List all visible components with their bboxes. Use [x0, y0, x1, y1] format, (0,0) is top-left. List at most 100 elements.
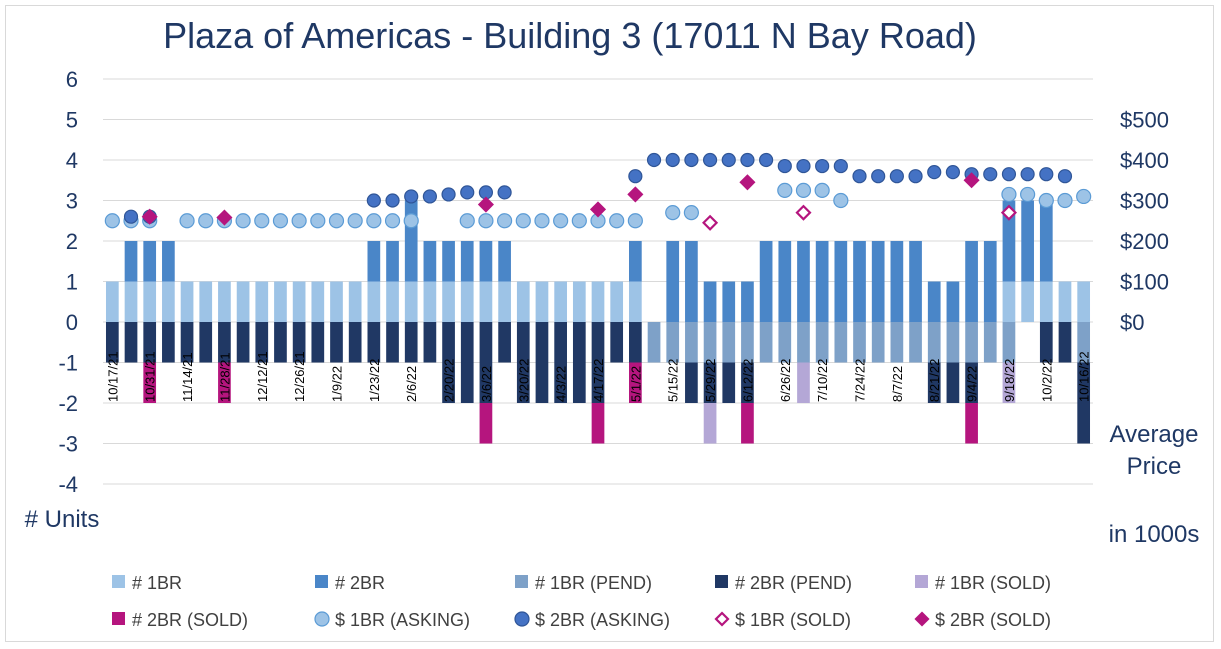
bar--1br — [292, 281, 306, 322]
bar--2br — [143, 241, 157, 282]
bar--1br-sold- — [1002, 362, 1016, 403]
marker--2br-asking- — [815, 158, 830, 174]
bar--1br — [1058, 281, 1072, 322]
bar--2br — [797, 241, 810, 322]
bar--2br — [983, 241, 997, 322]
bar--1br-pend- — [685, 322, 698, 363]
bar--1br — [236, 281, 250, 322]
left-axis-ticks: 6 5 4 3 2 1 0 -1 -2 -3 -4 — [58, 67, 78, 497]
bar--1br-pend- — [815, 322, 829, 363]
left-tick-label: 4 — [66, 148, 78, 173]
legend-label: # 2BR (SOLD) — [132, 610, 248, 630]
marker--1br-asking- — [515, 213, 531, 229]
x-tick-label: 12/12/21 — [255, 351, 270, 402]
bar--1br-pend- — [797, 322, 810, 363]
bar--1br-pend- — [853, 322, 866, 363]
marker--1br-sold- — [1000, 204, 1017, 221]
marker--1br-asking- — [347, 213, 363, 229]
legend-swatch--1br-sold- — [915, 575, 928, 588]
bar--2br — [460, 241, 474, 282]
bar--2br-pend- — [629, 322, 642, 363]
bar--1br-pend- — [647, 322, 661, 363]
marker--2br-asking- — [889, 169, 904, 184]
left-tick-label: -2 — [58, 391, 78, 416]
legend-swatch--2br-sold- — [914, 611, 930, 627]
marker--2br-asking- — [1001, 167, 1017, 182]
bar--2br-pend- — [311, 322, 325, 363]
bar--1br — [460, 281, 474, 322]
x-tick-label: 11/14/21 — [180, 352, 195, 402]
bar--1br-pend- — [1077, 322, 1091, 363]
right-tick-label: $500 — [1120, 108, 1169, 133]
right-axis-ticks: $500 $400 $300 $200 $100 $0 — [1120, 108, 1169, 336]
marker--2br-asking- — [852, 169, 867, 184]
bar--2br — [741, 281, 754, 322]
legend-swatch--1br-pend- — [515, 575, 528, 588]
marker--1br-asking- — [627, 213, 643, 229]
marker--2br-sold- — [141, 208, 158, 225]
marker--2br-asking- — [1020, 167, 1035, 182]
bar--2br — [1021, 200, 1034, 282]
marker--1br-asking- — [553, 213, 569, 229]
bar--1br — [404, 281, 418, 322]
bar--2br-pend- — [199, 322, 213, 363]
marker--2br-sold- — [477, 196, 494, 213]
x-tick-label: 5/15/22 — [666, 359, 681, 402]
bar--1br — [423, 281, 437, 322]
bar--2br-pend- — [143, 322, 157, 363]
bar--2br-pend- — [946, 362, 960, 403]
x-tick-label: 1/9/22 — [329, 366, 344, 402]
marker--1br-asking- — [1020, 186, 1036, 203]
marker--2br-asking- — [927, 165, 942, 180]
bar--1br-pend- — [703, 322, 717, 363]
marker--2br-asking- — [759, 152, 774, 168]
x-tick-label: 11/28/21 — [217, 352, 232, 402]
bar--2br — [927, 281, 941, 322]
bar--2br-pend- — [535, 322, 549, 403]
bar--2br-pend- — [685, 362, 698, 403]
marker--2br-asking- — [1039, 167, 1054, 182]
right-tick-label: $300 — [1120, 189, 1169, 214]
legend-label: # 2BR (PEND) — [735, 573, 852, 593]
bar--2br — [498, 241, 511, 282]
x-tick-label: 9/18/22 — [1002, 359, 1017, 402]
bar--1br — [330, 281, 343, 322]
bar--2br — [124, 241, 138, 282]
marker--2br-sold- — [739, 174, 756, 191]
bar--1br — [1077, 281, 1091, 322]
bar--2br — [162, 241, 175, 282]
bar--2br-sold- — [741, 403, 754, 444]
bar--2br-pend- — [703, 362, 717, 403]
marker--2br-asking- — [366, 193, 381, 208]
bar--2br-pend- — [479, 322, 493, 403]
marker--1br-asking- — [291, 213, 307, 229]
left-tick-label: 5 — [66, 108, 78, 133]
bar--1br — [105, 281, 119, 322]
marker--2br-asking- — [833, 158, 848, 174]
bar--2br-pend- — [516, 322, 530, 403]
marker--1br-asking- — [478, 213, 494, 229]
marker--1br-asking- — [833, 192, 849, 209]
marker--2br-asking- — [385, 193, 400, 208]
bar--1br-pend- — [890, 322, 904, 363]
right-axis-label-line-1: Average — [1110, 421, 1199, 448]
bar--2br-pend- — [255, 322, 269, 363]
marker--2br-asking- — [628, 169, 643, 184]
bar--2br-pend- — [554, 322, 567, 403]
bar--1br — [1002, 281, 1016, 322]
x-tick-label: 8/21/22 — [927, 359, 942, 402]
x-tick-label: 4/3/22 — [554, 366, 569, 402]
marker--1br-asking- — [235, 213, 251, 229]
marker--1br-asking- — [1057, 192, 1073, 209]
marker--2br-asking- — [646, 152, 662, 168]
marker--1br-asking- — [179, 213, 195, 229]
left-axis-label: # Units — [25, 506, 100, 533]
right-tick-label: $400 — [1120, 148, 1169, 173]
bars — [105, 200, 1091, 444]
bar--2br — [853, 241, 866, 322]
x-tick-label: 10/2/22 — [1039, 359, 1054, 402]
bar--2br-pend- — [1058, 322, 1072, 363]
marker--1br-asking- — [814, 182, 830, 198]
bar--1br — [554, 281, 567, 322]
bar--1br — [498, 281, 511, 322]
